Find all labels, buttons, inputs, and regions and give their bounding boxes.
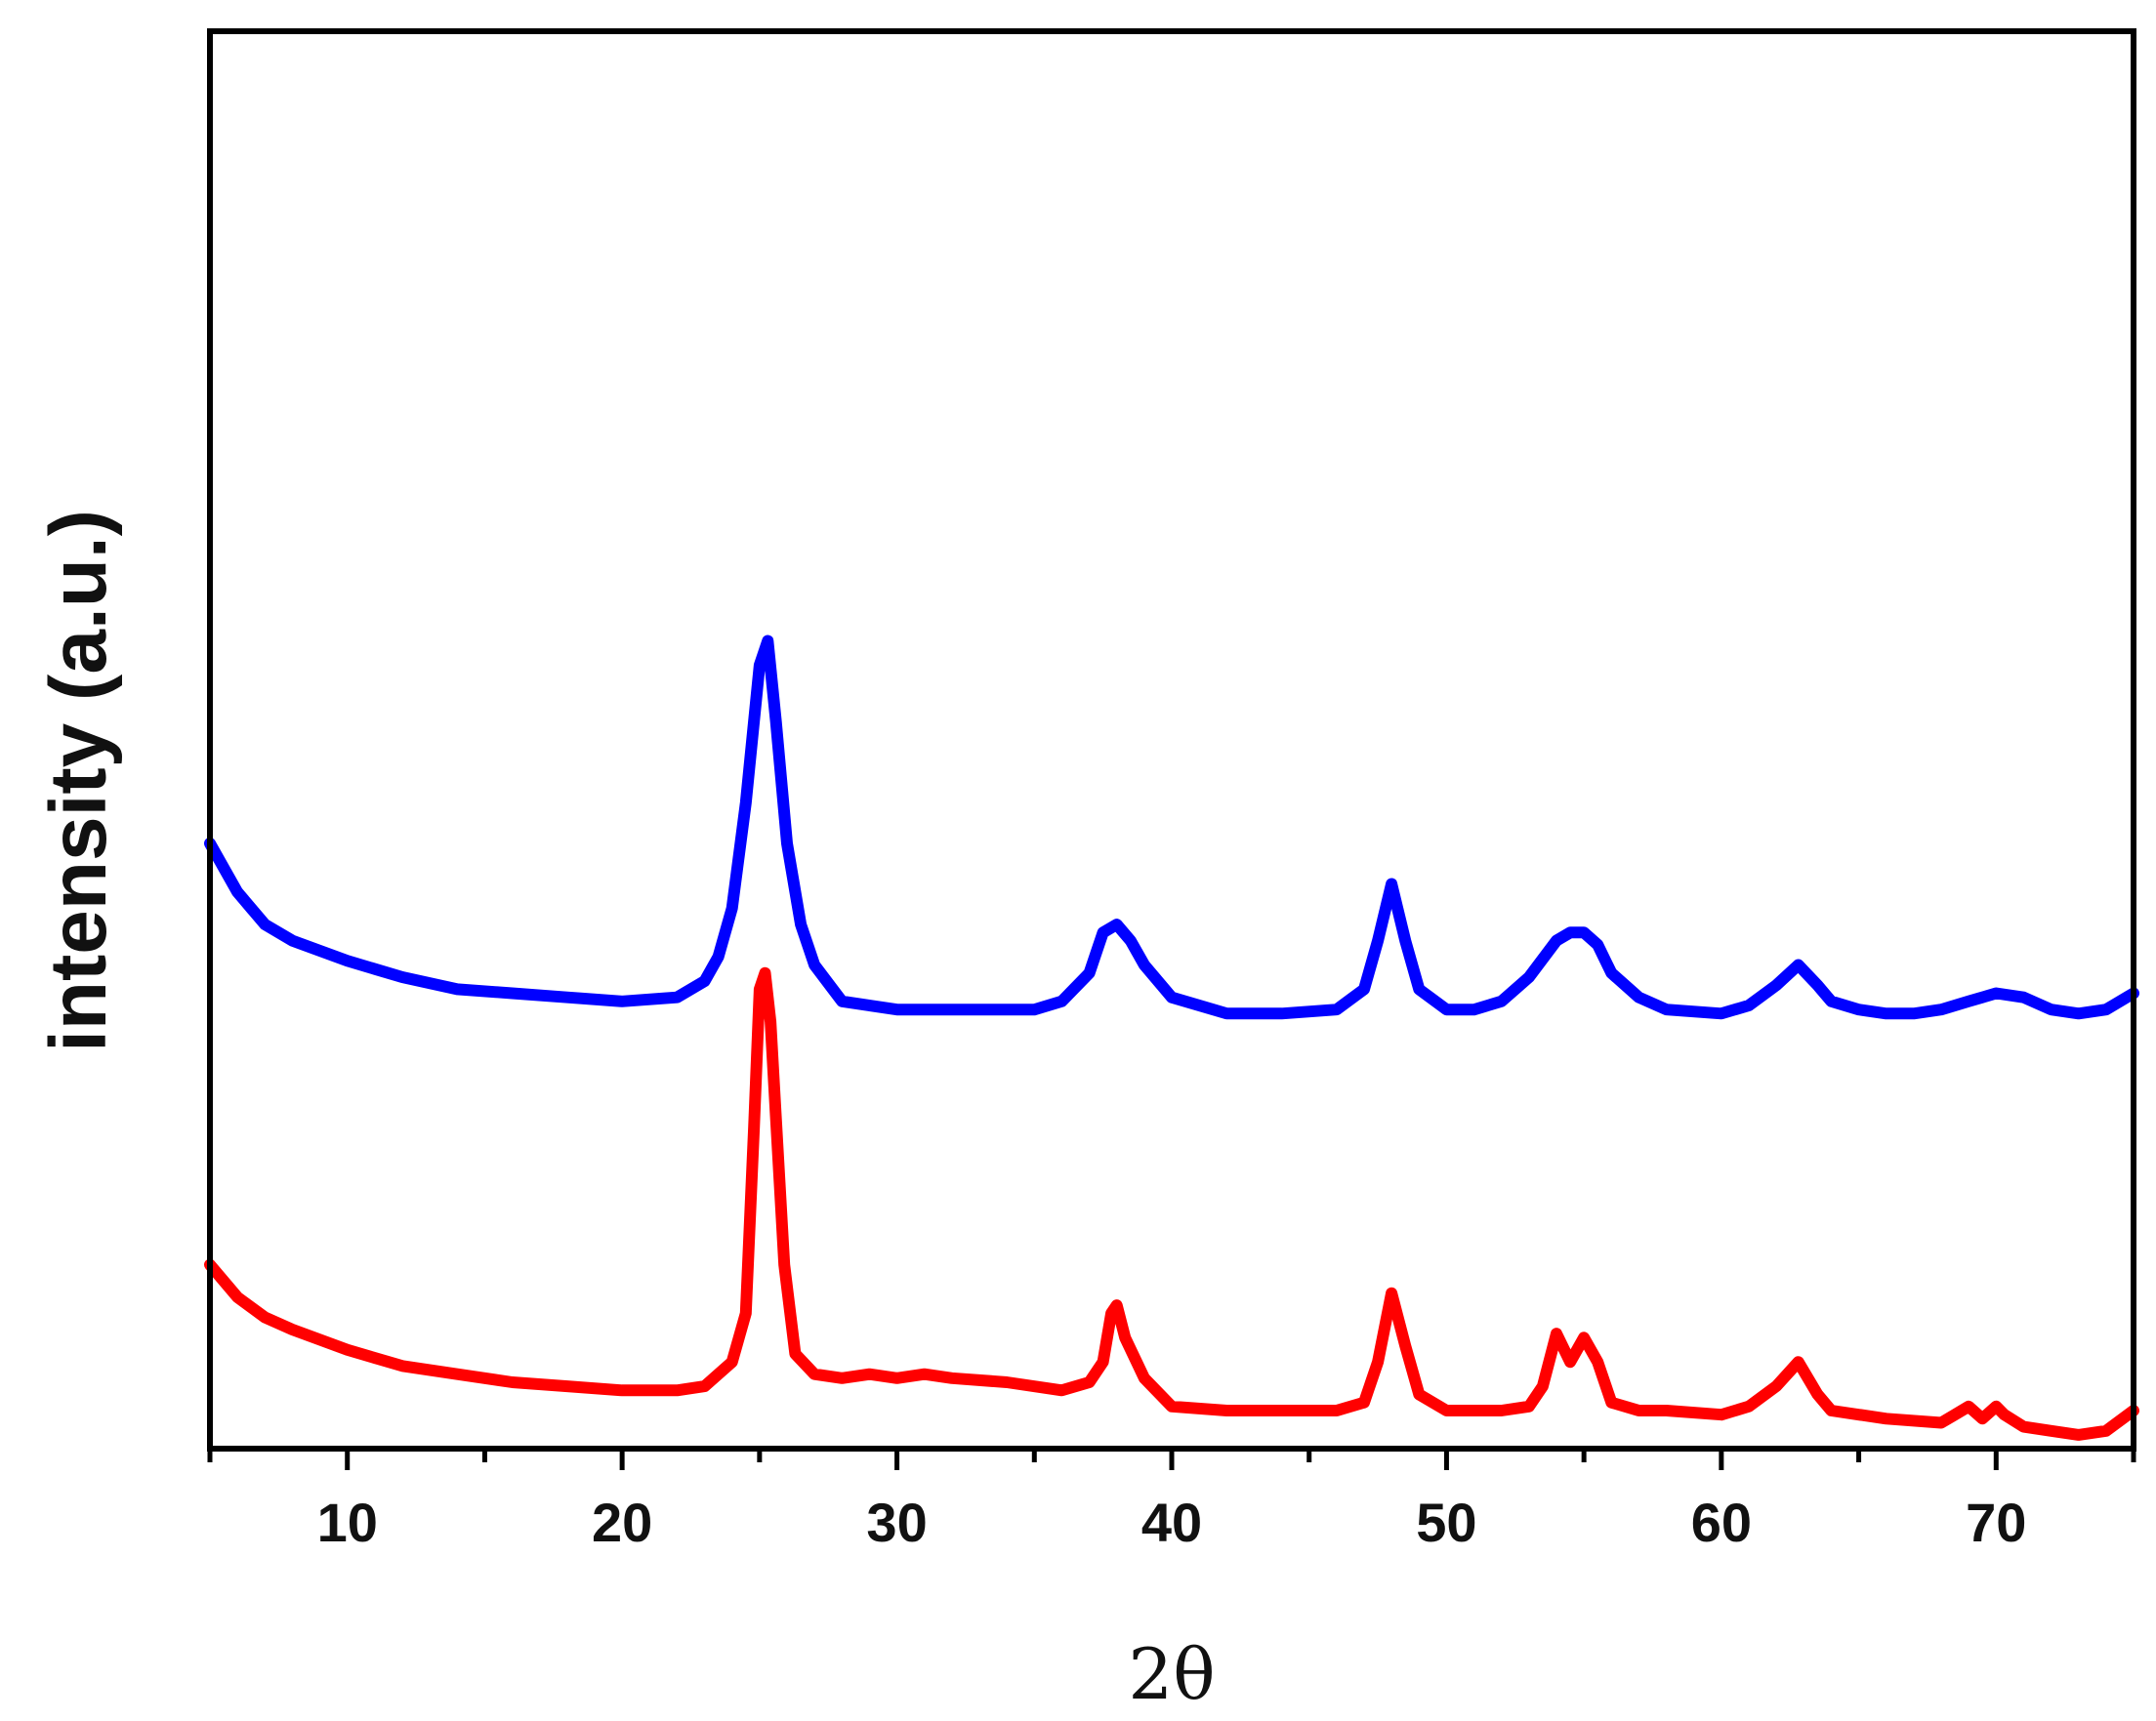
x-tick-label: 70 bbox=[1966, 1492, 2026, 1553]
series-layer bbox=[204, 635, 2139, 1441]
series-line-1 bbox=[204, 635, 2139, 1020]
x-tick-label: 50 bbox=[1416, 1492, 1476, 1553]
series-line-2 bbox=[204, 966, 2139, 1441]
x-tick-label: 20 bbox=[592, 1492, 652, 1553]
x-tick-label: 60 bbox=[1691, 1492, 1752, 1553]
x-axis-ticks: 10 20 30 40 50 60 70 bbox=[207, 1449, 2136, 1553]
plot-frame bbox=[207, 28, 2136, 1452]
x-axis-title: 2θ bbox=[1128, 1633, 1215, 1715]
x-tick-label: 30 bbox=[866, 1492, 927, 1553]
x-tick-label: 40 bbox=[1141, 1492, 1202, 1553]
x-tick-label: 10 bbox=[317, 1492, 378, 1553]
y-axis-title: intensity (a.u.) bbox=[34, 510, 123, 1052]
